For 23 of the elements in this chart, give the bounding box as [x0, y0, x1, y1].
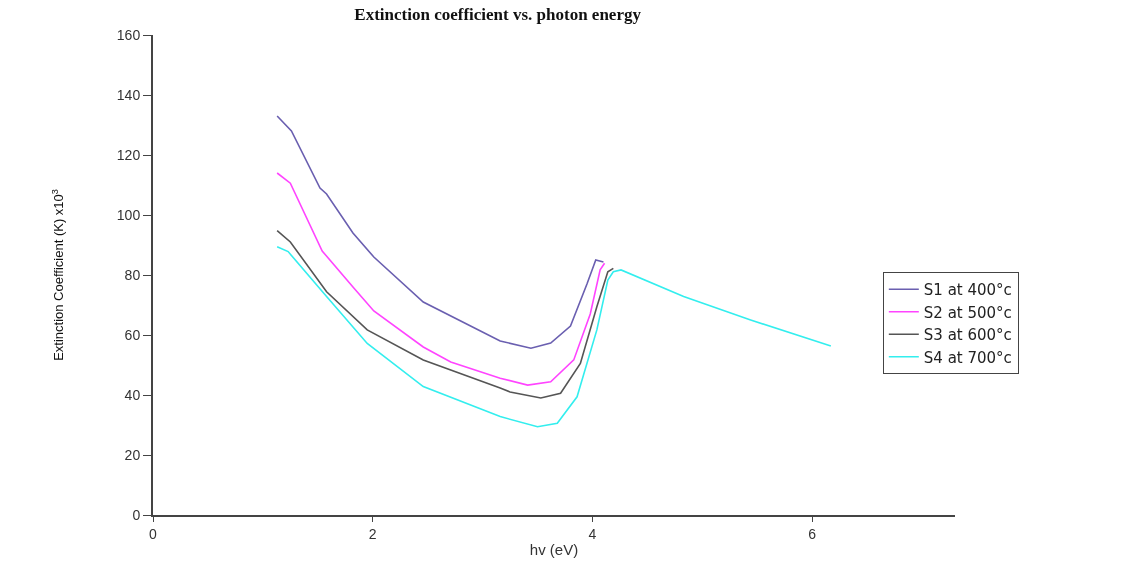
legend-label: S1 at 400°c — [923, 281, 1012, 300]
y-tick-label: 120 — [116, 146, 141, 163]
x-tick-label: 4 — [588, 525, 597, 542]
legend-label: S2 at 500°c — [923, 303, 1012, 322]
y-tick-label: 40 — [124, 386, 141, 403]
y-tick-label: 60 — [124, 326, 141, 343]
chart-title: Extinction coefficient vs. photon energy — [354, 5, 642, 25]
legend-label: S4 at 700°c — [923, 348, 1012, 367]
x-tick-label: 6 — [808, 525, 817, 542]
y-tick-label: 160 — [116, 26, 141, 43]
legend-label: S3 at 600°c — [923, 326, 1012, 345]
x-tick-label: 2 — [368, 525, 377, 542]
y-tick-label: 0 — [132, 506, 141, 523]
line-series — [276, 246, 832, 428]
y-tick-label: 140 — [116, 86, 141, 103]
x-tick-label: 0 — [149, 525, 158, 542]
line-series — [276, 172, 606, 386]
y-tick-label: 20 — [124, 446, 141, 463]
y-tick-label: 80 — [124, 266, 141, 283]
x-axis-title: hv (eV) — [529, 541, 579, 559]
line-series — [276, 229, 615, 399]
line-series — [276, 115, 605, 349]
y-tick-label: 100 — [116, 206, 141, 223]
